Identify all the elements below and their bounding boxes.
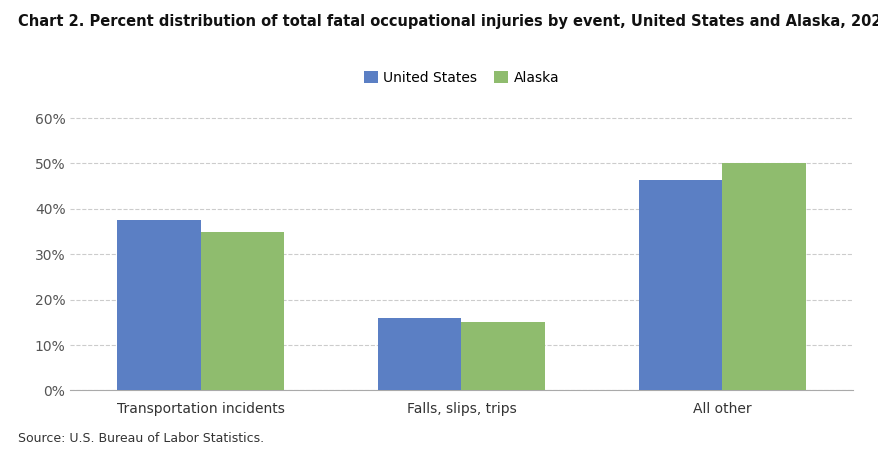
Text: Chart 2. Percent distribution of total fatal occupational injuries by event, Uni: Chart 2. Percent distribution of total f… <box>18 14 878 29</box>
Bar <box>638 180 722 390</box>
Bar <box>117 220 200 390</box>
Bar <box>378 318 461 390</box>
Bar <box>200 232 284 390</box>
Legend: United States, Alaska: United States, Alaska <box>358 65 564 90</box>
Text: Source: U.S. Bureau of Labor Statistics.: Source: U.S. Bureau of Labor Statistics. <box>18 432 263 445</box>
Bar <box>461 322 544 390</box>
Bar <box>722 163 805 390</box>
